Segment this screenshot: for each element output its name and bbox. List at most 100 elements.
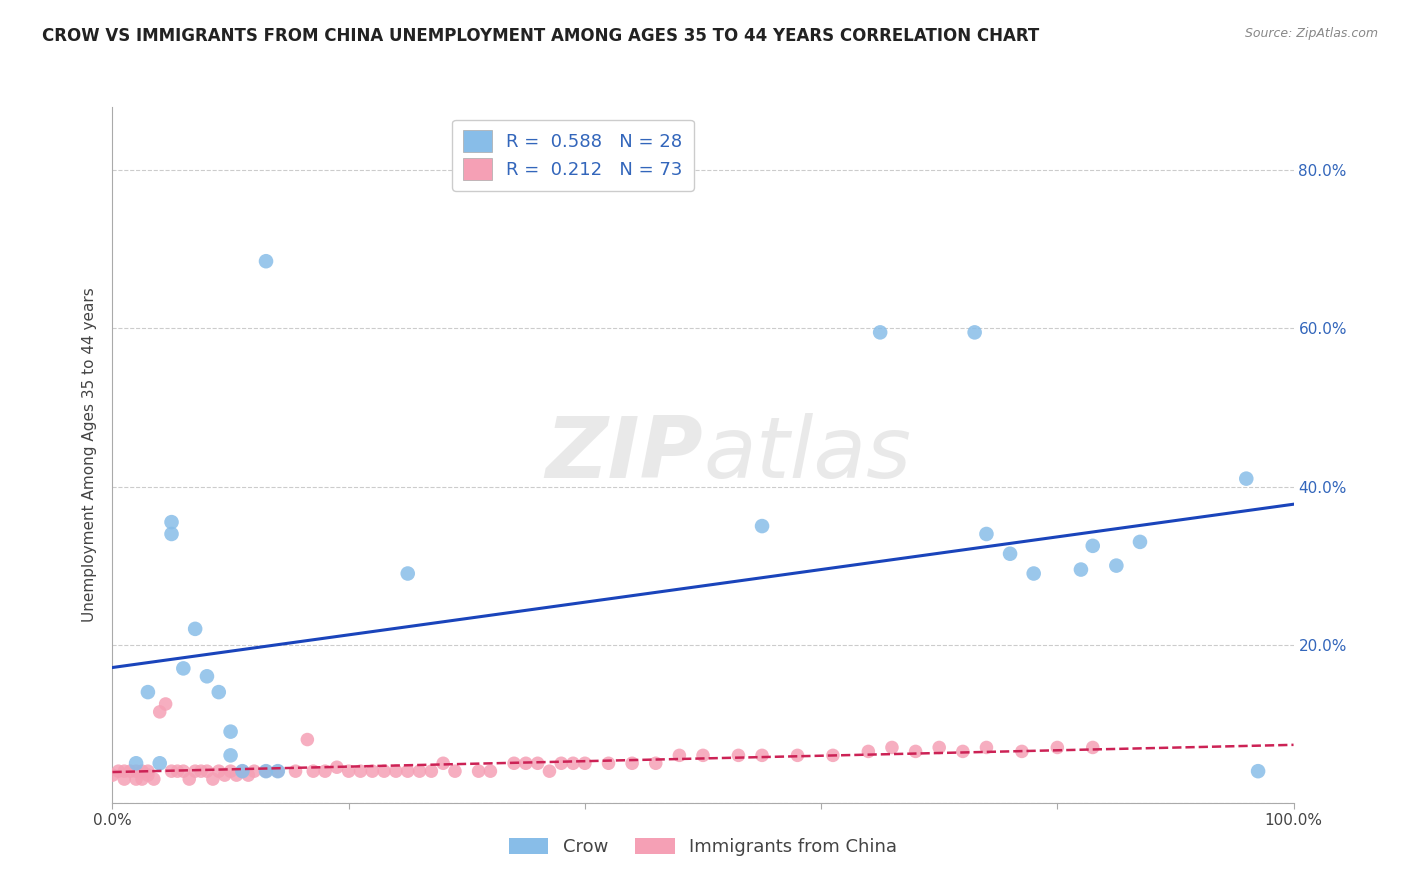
- Text: Source: ZipAtlas.com: Source: ZipAtlas.com: [1244, 27, 1378, 40]
- Point: [155, 697, 177, 711]
- Point: [172, 661, 194, 675]
- Point: [373, 764, 395, 779]
- Point: [1129, 534, 1152, 549]
- Point: [562, 756, 585, 771]
- Point: [408, 764, 430, 779]
- Point: [195, 669, 218, 683]
- Point: [976, 740, 998, 755]
- Legend: Crow, Immigrants from China: Crow, Immigrants from China: [502, 830, 904, 863]
- Point: [314, 764, 336, 779]
- Point: [125, 764, 148, 779]
- Point: [172, 764, 194, 779]
- Point: [692, 748, 714, 763]
- Point: [225, 768, 247, 782]
- Point: [349, 764, 371, 779]
- Point: [526, 756, 548, 771]
- Point: [786, 748, 808, 763]
- Point: [1081, 740, 1104, 755]
- Point: [179, 772, 201, 786]
- Point: [125, 772, 148, 786]
- Point: [904, 744, 927, 758]
- Point: [1011, 744, 1033, 758]
- Point: [136, 768, 159, 782]
- Point: [396, 764, 419, 779]
- Point: [184, 764, 207, 779]
- Point: [201, 772, 224, 786]
- Point: [219, 724, 242, 739]
- Point: [420, 764, 443, 779]
- Point: [550, 756, 572, 771]
- Point: [284, 764, 307, 779]
- Point: [538, 764, 561, 779]
- Point: [598, 756, 620, 771]
- Point: [120, 764, 142, 779]
- Point: [149, 705, 172, 719]
- Point: [125, 756, 148, 771]
- Point: [1105, 558, 1128, 573]
- Text: ZIP: ZIP: [546, 413, 703, 497]
- Point: [302, 764, 325, 779]
- Point: [821, 748, 844, 763]
- Point: [231, 764, 253, 779]
- Point: [160, 527, 183, 541]
- Point: [1234, 472, 1257, 486]
- Point: [112, 772, 135, 786]
- Point: [149, 756, 172, 771]
- Point: [112, 764, 135, 779]
- Point: [503, 756, 526, 771]
- Point: [107, 764, 129, 779]
- Text: CROW VS IMMIGRANTS FROM CHINA UNEMPLOYMENT AMONG AGES 35 TO 44 YEARS CORRELATION: CROW VS IMMIGRANTS FROM CHINA UNEMPLOYME…: [42, 27, 1039, 45]
- Point: [208, 685, 231, 699]
- Point: [195, 764, 218, 779]
- Point: [1247, 764, 1270, 779]
- Point: [361, 764, 384, 779]
- Point: [297, 732, 319, 747]
- Point: [136, 685, 159, 699]
- Point: [337, 764, 360, 779]
- Point: [998, 547, 1021, 561]
- Point: [184, 622, 207, 636]
- Point: [267, 764, 290, 779]
- Point: [1046, 740, 1069, 755]
- Point: [160, 764, 183, 779]
- Point: [326, 760, 349, 774]
- Point: [467, 764, 489, 779]
- Point: [727, 748, 749, 763]
- Point: [515, 756, 537, 771]
- Point: [136, 764, 159, 779]
- Point: [751, 748, 773, 763]
- Point: [160, 515, 183, 529]
- Y-axis label: Unemployment Among Ages 35 to 44 years: Unemployment Among Ages 35 to 44 years: [82, 287, 97, 623]
- Point: [444, 764, 467, 779]
- Point: [254, 764, 277, 779]
- Point: [432, 756, 454, 771]
- Point: [621, 756, 644, 771]
- Point: [131, 764, 153, 779]
- Point: [243, 764, 266, 779]
- Point: [254, 764, 277, 779]
- Point: [231, 764, 253, 779]
- Point: [219, 748, 242, 763]
- Point: [963, 326, 986, 340]
- Point: [190, 764, 212, 779]
- Text: atlas: atlas: [703, 413, 911, 497]
- Point: [952, 744, 974, 758]
- Point: [238, 768, 260, 782]
- Point: [214, 768, 236, 782]
- Point: [976, 527, 998, 541]
- Point: [479, 764, 502, 779]
- Point: [396, 566, 419, 581]
- Point: [668, 748, 690, 763]
- Point: [385, 764, 408, 779]
- Point: [166, 764, 188, 779]
- Point: [928, 740, 950, 755]
- Point: [254, 254, 277, 268]
- Point: [751, 519, 773, 533]
- Point: [219, 764, 242, 779]
- Point: [267, 764, 290, 779]
- Point: [869, 326, 891, 340]
- Point: [880, 740, 903, 755]
- Point: [208, 764, 231, 779]
- Point: [101, 768, 124, 782]
- Point: [1081, 539, 1104, 553]
